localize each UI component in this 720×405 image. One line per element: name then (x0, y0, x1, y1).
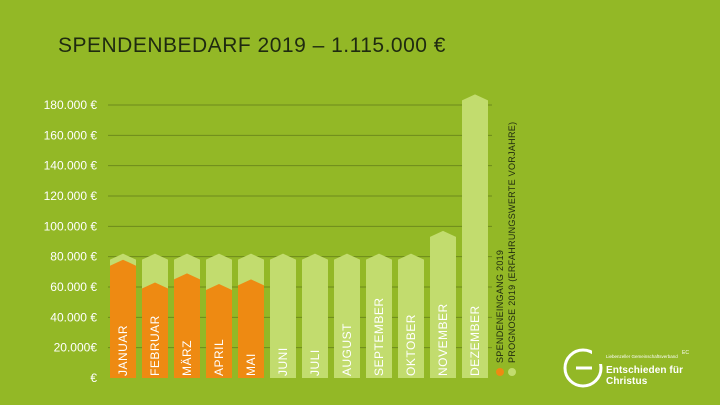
actual-bar (238, 279, 264, 378)
y-tick-label: 160.000 € (44, 128, 98, 142)
forecast-bar (302, 253, 328, 378)
y-tick-label: 100.000 € (44, 219, 98, 233)
logo-organization-text: Liebenzeller Gemeinschaftsverband (606, 354, 678, 359)
legend-marker (496, 368, 504, 376)
category-label: OKTOBER (404, 314, 418, 376)
forecast-bar (334, 253, 360, 378)
category-label: SEPTEMBER (372, 297, 386, 376)
y-tick-label: 60.000 € (50, 280, 97, 294)
y-tick-label: 180.000 € (44, 98, 98, 112)
category-label: MAI (244, 353, 258, 376)
category-label: JANUAR (116, 325, 130, 376)
category-label: DEZEMBER (468, 305, 482, 376)
forecast-bar (366, 253, 392, 378)
logo-badge: EC (682, 350, 689, 356)
logo-name: Entschieden für Christus (606, 365, 684, 387)
chart-title: SPENDENBEDARF 2019 – 1.115.000 € (58, 34, 446, 57)
category-label: AUGUST (340, 323, 354, 376)
actual-bar (174, 273, 200, 378)
category-label: FEBRUAR (148, 315, 162, 376)
category-label: JULI (308, 349, 322, 376)
ec-logo (562, 346, 712, 394)
actual-bar (142, 282, 168, 378)
y-tick-label: 40.000 € (50, 310, 97, 324)
y-tick-label: 140.000 € (44, 159, 98, 173)
forecast-bar (270, 253, 296, 378)
category-label: NOVEMBER (436, 303, 450, 376)
category-label: MÄRZ (180, 340, 194, 376)
legend-label: PROGNOSE 2019 (ERFAHRUNGSWERTE VORJAHRE) (507, 122, 517, 363)
forecast-bar (462, 94, 488, 378)
category-label: APRIL (212, 339, 226, 376)
y-tick-label: 80.000 € (50, 250, 97, 264)
actual-bar (206, 283, 232, 378)
legend-label: SPENDENEINGANG 2019 (495, 250, 505, 363)
y-tick-label: 20.000€ (54, 341, 98, 355)
legend-marker (508, 368, 516, 376)
forecast-bar (398, 253, 424, 378)
ec-logo-mark-icon (563, 348, 606, 388)
y-tick-label: 120.000 € (44, 189, 98, 203)
category-label: JUNI (276, 347, 290, 376)
y-tick-label: € (90, 371, 97, 385)
actual-bar (110, 259, 136, 378)
forecast-bar (430, 230, 456, 378)
